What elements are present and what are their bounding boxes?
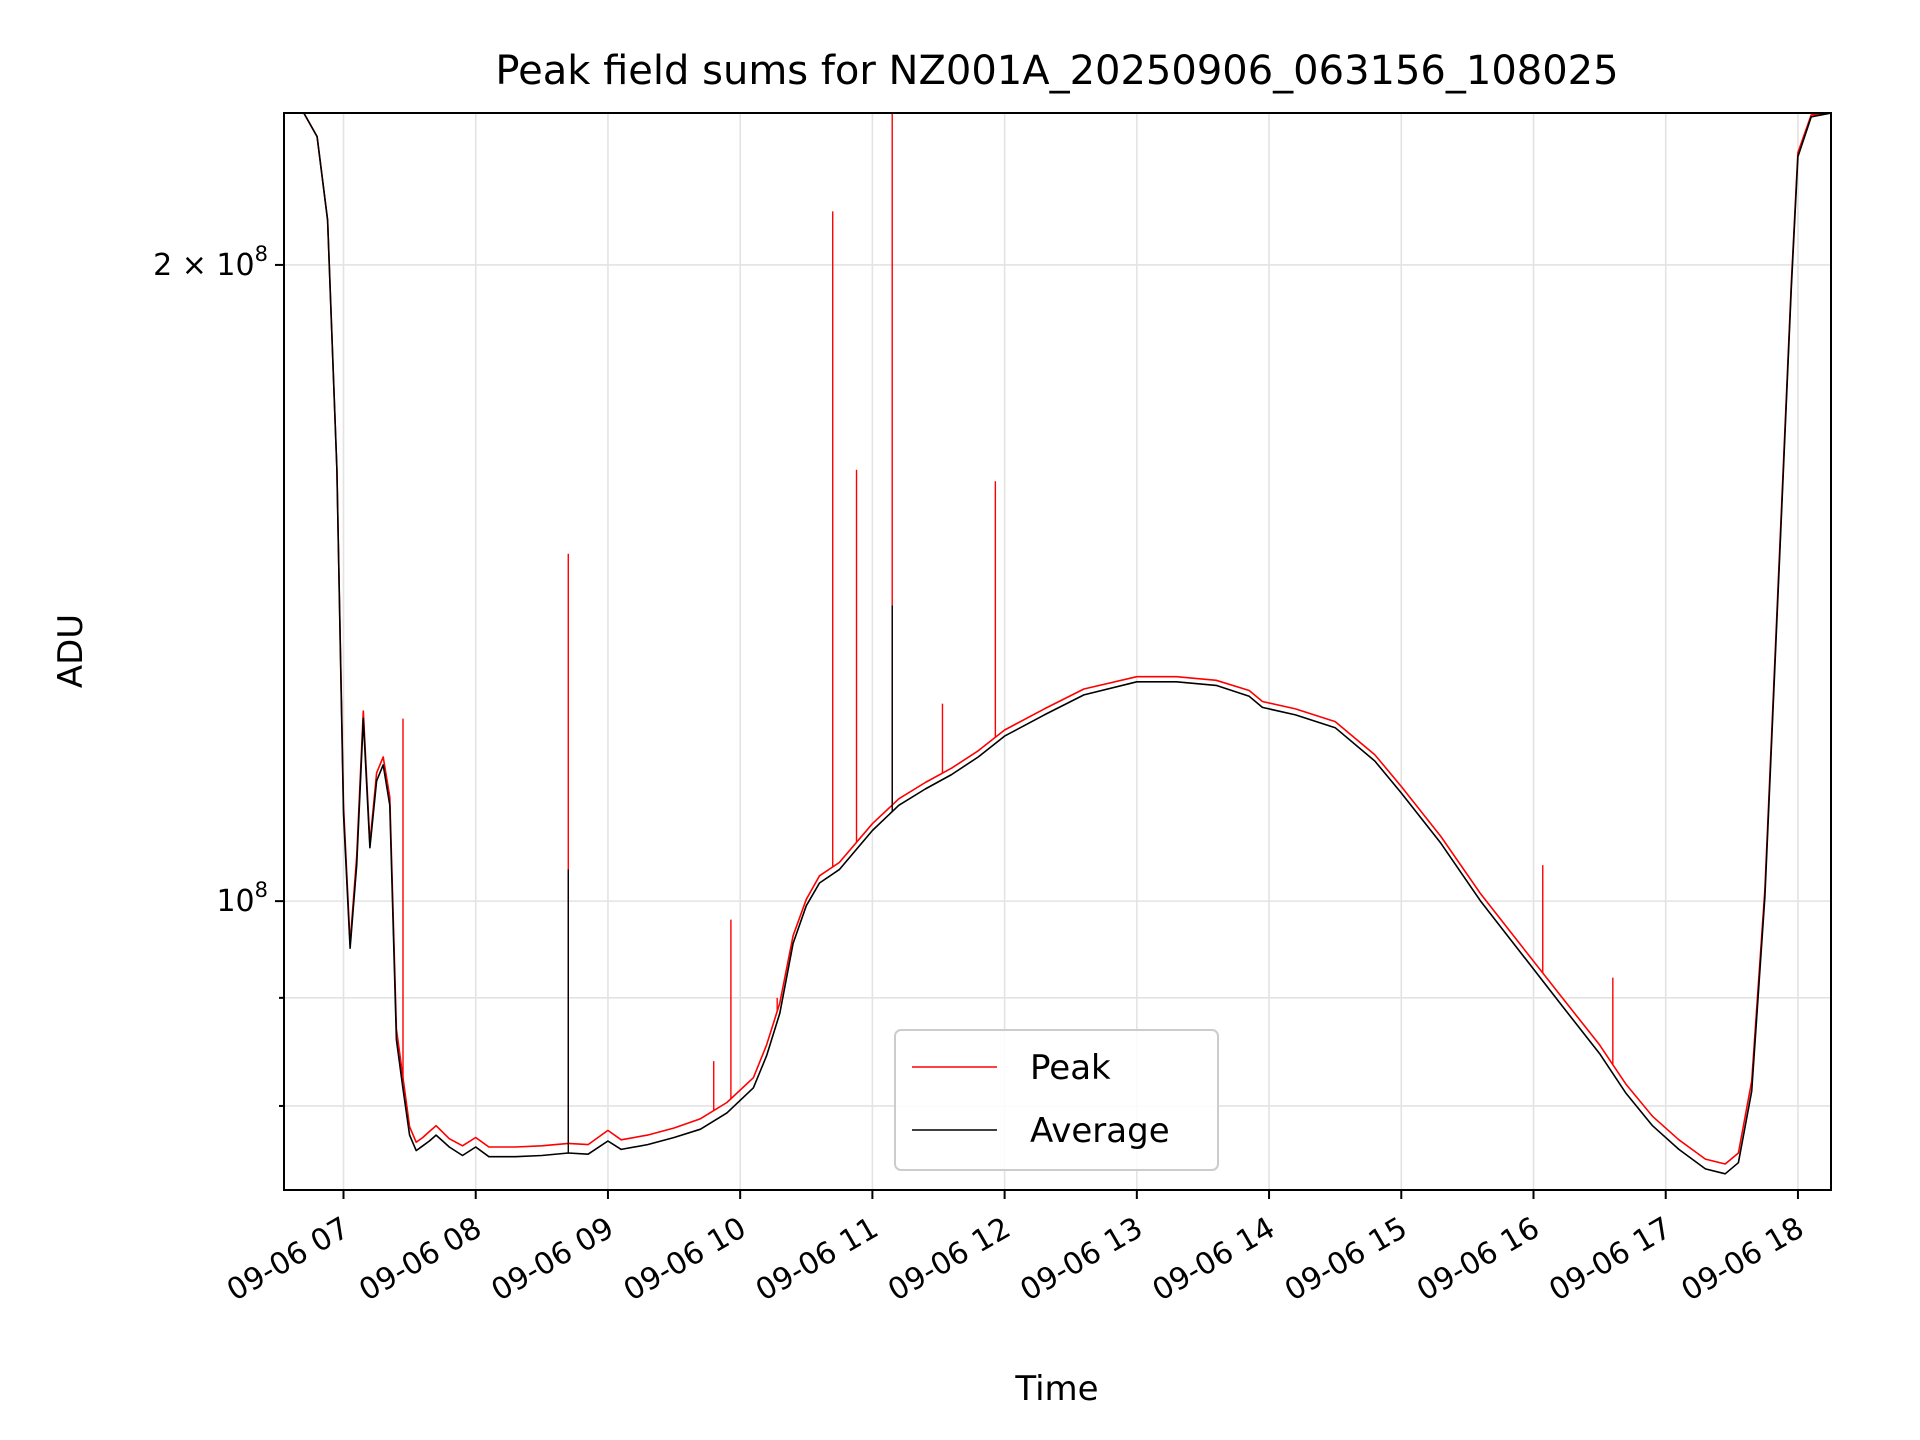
legend-label-average: Average bbox=[1030, 1111, 1170, 1151]
legend-box bbox=[894, 1029, 1219, 1171]
x-axis-label: Time bbox=[1014, 1369, 1098, 1409]
y-axis-label: ADU bbox=[51, 614, 91, 688]
legend: Peak Average bbox=[894, 1029, 1219, 1171]
chart-title: Peak field sums for NZ001A_20250906_0631… bbox=[495, 48, 1618, 94]
y-tick-label: 2 × 108 bbox=[153, 242, 268, 283]
legend-label-peak: Peak bbox=[1030, 1048, 1111, 1088]
series-line-average bbox=[284, 113, 1831, 1175]
y-tick-label: 108 bbox=[216, 878, 268, 919]
y-tick-label-exponent: 8 bbox=[255, 242, 268, 266]
series-layer bbox=[284, 113, 1831, 1175]
y-tick-label-exponent: 8 bbox=[255, 878, 268, 902]
plot-frame bbox=[283, 112, 1832, 1191]
grid-layer bbox=[284, 113, 1831, 1190]
y-tick-label-base: 10 bbox=[216, 884, 254, 919]
y-tick-label-base: 2 × 10 bbox=[153, 248, 254, 283]
